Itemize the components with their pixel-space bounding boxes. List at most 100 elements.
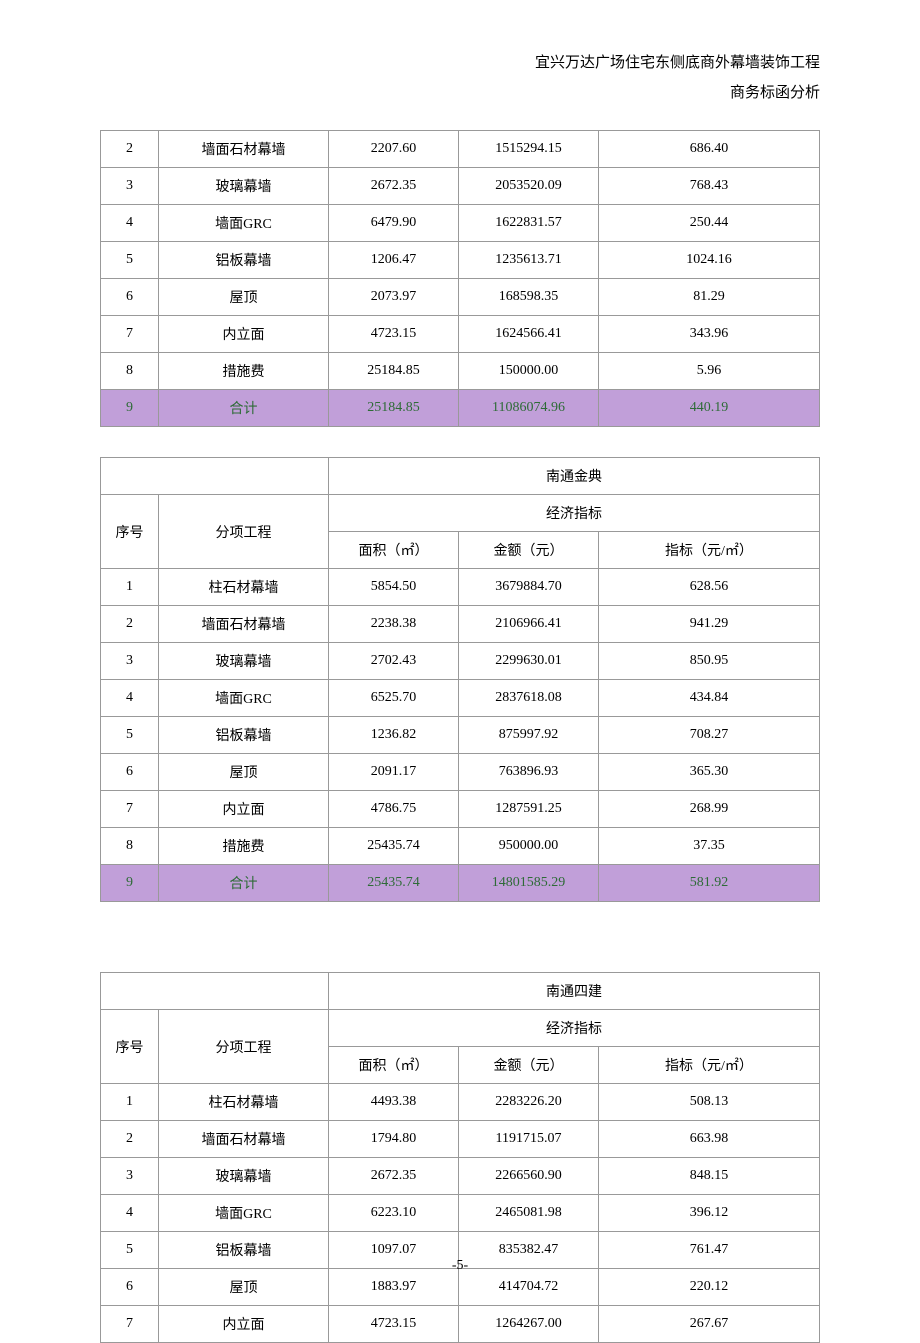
table-row: 2墙面石材幕墙1794.801191715.07663.98 xyxy=(101,1121,820,1158)
table-row: 1柱石材幕墙4493.382283226.20508.13 xyxy=(101,1084,820,1121)
cell-amount: 950000.00 xyxy=(459,828,599,865)
cell-idx: 6 xyxy=(101,1269,159,1306)
table-2-total-row: 9 合计 25435.74 14801585.29 581.92 xyxy=(101,865,820,902)
cell-unit: 220.12 xyxy=(599,1269,820,1306)
cell-name: 屋顶 xyxy=(159,1269,329,1306)
total-amount: 11086074.96 xyxy=(459,390,599,427)
cell-unit: 628.56 xyxy=(599,569,820,606)
cell-amount: 1191715.07 xyxy=(459,1121,599,1158)
cell-idx: 1 xyxy=(101,569,159,606)
cell-idx: 4 xyxy=(101,205,159,242)
cell-amount: 1235613.71 xyxy=(459,242,599,279)
cell-area: 2091.17 xyxy=(329,754,459,791)
cell-idx: 7 xyxy=(101,1306,159,1343)
cell-amount: 2837618.08 xyxy=(459,680,599,717)
cell-amount: 168598.35 xyxy=(459,279,599,316)
header-name: 分项工程 xyxy=(159,1010,329,1084)
cell-unit: 848.15 xyxy=(599,1158,820,1195)
cell-unit: 267.67 xyxy=(599,1306,820,1343)
cell-name: 墙面GRC xyxy=(159,205,329,242)
cell-area: 6223.10 xyxy=(329,1195,459,1232)
cell-idx: 4 xyxy=(101,1195,159,1232)
table-row: 4墙面GRC6223.102465081.98396.12 xyxy=(101,1195,820,1232)
cell-amount: 875997.92 xyxy=(459,717,599,754)
cell-area: 6525.70 xyxy=(329,680,459,717)
cell-unit: 37.35 xyxy=(599,828,820,865)
cell-name: 内立面 xyxy=(159,1306,329,1343)
cell-amount: 1624566.41 xyxy=(459,316,599,353)
total-idx: 9 xyxy=(101,390,159,427)
cell-name: 屋顶 xyxy=(159,279,329,316)
cell-name: 铝板幕墙 xyxy=(159,717,329,754)
cell-area: 6479.90 xyxy=(329,205,459,242)
table-row: 7内立面4723.151264267.00267.67 xyxy=(101,1306,820,1343)
cell-amount: 2266560.90 xyxy=(459,1158,599,1195)
header-blank xyxy=(101,973,329,1010)
cell-unit: 850.95 xyxy=(599,643,820,680)
document-header: 宜兴万达广场住宅东侧底商外幕墙装饰工程 商务标函分析 xyxy=(100,48,820,108)
cell-amount: 763896.93 xyxy=(459,754,599,791)
cell-unit: 663.98 xyxy=(599,1121,820,1158)
total-amount: 14801585.29 xyxy=(459,865,599,902)
cell-name: 屋顶 xyxy=(159,754,329,791)
cell-idx: 6 xyxy=(101,754,159,791)
cell-amount: 2299630.01 xyxy=(459,643,599,680)
table-row: 6屋顶2073.97168598.3581.29 xyxy=(101,279,820,316)
header-blank xyxy=(101,458,329,495)
table-2-header-company-row: 南通金典 xyxy=(101,458,820,495)
cell-unit: 434.84 xyxy=(599,680,820,717)
cell-name: 内立面 xyxy=(159,316,329,353)
table-2-body: 1柱石材幕墙5854.503679884.70628.562墙面石材幕墙2238… xyxy=(101,569,820,865)
header-company: 南通金典 xyxy=(329,458,820,495)
table-3-body: 1柱石材幕墙4493.382283226.20508.132墙面石材幕墙1794… xyxy=(101,1084,820,1343)
cell-idx: 1 xyxy=(101,1084,159,1121)
header-name: 分项工程 xyxy=(159,495,329,569)
cell-unit: 268.99 xyxy=(599,791,820,828)
header-group: 经济指标 xyxy=(329,495,820,532)
cell-area: 1794.80 xyxy=(329,1121,459,1158)
cell-area: 2672.35 xyxy=(329,168,459,205)
cell-area: 4723.15 xyxy=(329,1306,459,1343)
cell-unit: 686.40 xyxy=(599,131,820,168)
cell-area: 25184.85 xyxy=(329,353,459,390)
table-row: 4墙面GRC6525.702837618.08434.84 xyxy=(101,680,820,717)
cell-name: 铝板幕墙 xyxy=(159,242,329,279)
table-row: 3玻璃幕墙2672.352266560.90848.15 xyxy=(101,1158,820,1195)
table-row: 8措施费25184.85150000.005.96 xyxy=(101,353,820,390)
cell-amount: 3679884.70 xyxy=(459,569,599,606)
cell-name: 墙面GRC xyxy=(159,680,329,717)
cell-amount: 2053520.09 xyxy=(459,168,599,205)
table-1: 2墙面石材幕墙2207.601515294.15686.403玻璃幕墙2672.… xyxy=(100,130,820,427)
cell-name: 玻璃幕墙 xyxy=(159,643,329,680)
total-name: 合计 xyxy=(159,865,329,902)
cell-area: 4786.75 xyxy=(329,791,459,828)
table-row: 5铝板幕墙1236.82875997.92708.27 xyxy=(101,717,820,754)
cell-unit: 343.96 xyxy=(599,316,820,353)
table-2: 南通金典 序号 分项工程 经济指标 面积（㎡） 金额（元） 指标（元/㎡） 1柱… xyxy=(100,457,820,902)
cell-area: 1883.97 xyxy=(329,1269,459,1306)
cell-area: 2702.43 xyxy=(329,643,459,680)
header-amount: 金额（元） xyxy=(459,532,599,569)
table-row: 4墙面GRC6479.901622831.57250.44 xyxy=(101,205,820,242)
table-3-header-company-row: 南通四建 xyxy=(101,973,820,1010)
total-unit: 581.92 xyxy=(599,865,820,902)
header-title-line1: 宜兴万达广场住宅东侧底商外幕墙装饰工程 xyxy=(100,48,820,78)
header-title-line2: 商务标函分析 xyxy=(100,78,820,108)
header-idx: 序号 xyxy=(101,495,159,569)
cell-area: 2207.60 xyxy=(329,131,459,168)
cell-area: 5854.50 xyxy=(329,569,459,606)
cell-name: 墙面GRC xyxy=(159,1195,329,1232)
table-row: 2墙面石材幕墙2238.382106966.41941.29 xyxy=(101,606,820,643)
table-row: 1柱石材幕墙5854.503679884.70628.56 xyxy=(101,569,820,606)
cell-amount: 2283226.20 xyxy=(459,1084,599,1121)
cell-amount: 1515294.15 xyxy=(459,131,599,168)
page-number: -5- xyxy=(0,1258,920,1274)
cell-name: 玻璃幕墙 xyxy=(159,1158,329,1195)
cell-unit: 365.30 xyxy=(599,754,820,791)
table-row: 6屋顶2091.17763896.93365.30 xyxy=(101,754,820,791)
cell-name: 墙面石材幕墙 xyxy=(159,131,329,168)
total-name: 合计 xyxy=(159,390,329,427)
header-group: 经济指标 xyxy=(329,1010,820,1047)
cell-idx: 2 xyxy=(101,606,159,643)
cell-area: 1236.82 xyxy=(329,717,459,754)
